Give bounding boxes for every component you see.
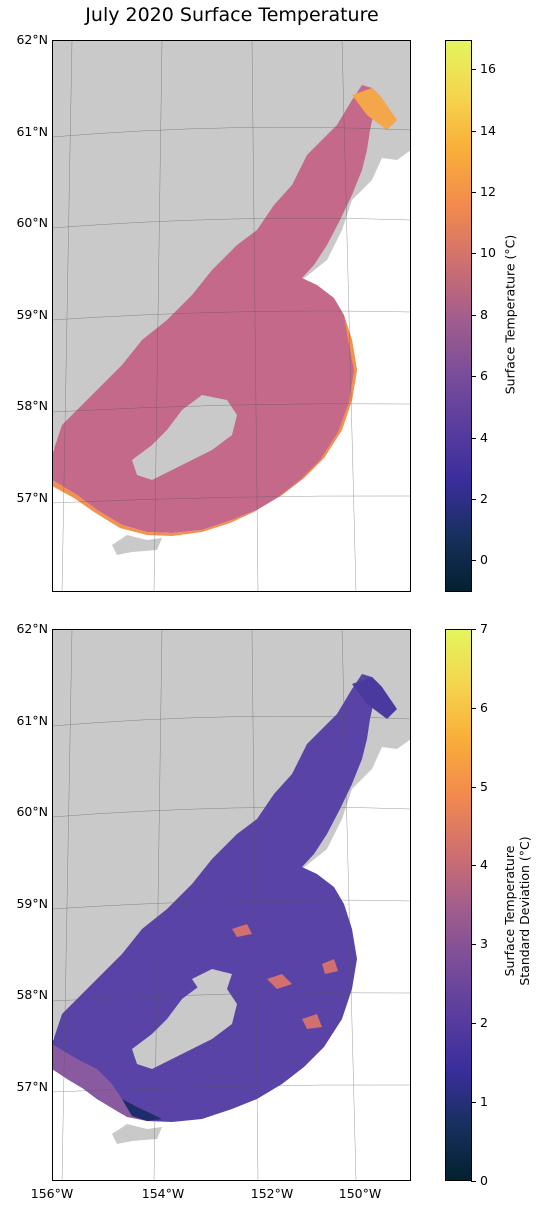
lon-label: 154°W [141, 1186, 185, 1201]
lon-label: 156°W [30, 1186, 74, 1201]
chirikof-islands [112, 535, 162, 555]
colorbar-tick: 6 [471, 700, 488, 715]
colorbar-tick: 1 [471, 1094, 488, 1109]
colorbar-tick: 2 [471, 491, 488, 506]
std-warm-spots [232, 924, 338, 1029]
lat-label: 60°N [16, 804, 48, 819]
lat-label: 59°N [16, 896, 48, 911]
inlet-head [352, 88, 397, 130]
std-colorbar [445, 629, 472, 1181]
colorbar-tick: 3 [471, 936, 488, 951]
lat-label: 57°N [16, 1079, 48, 1094]
std-dark-patch [122, 1099, 162, 1121]
island-afognak [192, 969, 232, 994]
mean-temperature-map [52, 40, 411, 592]
lat-label: 61°N [16, 124, 48, 139]
model-domain [52, 85, 382, 533]
colorbar-tick: 16 [471, 61, 496, 76]
colorbar-tick: 5 [471, 779, 488, 794]
std-edge [52, 1044, 147, 1121]
colorbar-tick: 8 [471, 307, 488, 322]
lon-label: 152°W [250, 1186, 294, 1201]
colorbar-label: Surface Temperature (°C) [502, 234, 518, 395]
lon-label: 150°W [338, 1186, 382, 1201]
colorbar-tick: 12 [471, 184, 496, 199]
lat-label: 61°N [16, 713, 48, 728]
lat-label: 59°N [16, 307, 48, 322]
graticule [52, 40, 411, 592]
colorbar-tick: 0 [471, 1173, 488, 1188]
colorbar-tick: 4 [471, 430, 488, 445]
model-domain [52, 674, 382, 1122]
std-temperature-map [52, 629, 411, 1181]
graticule [52, 629, 411, 1181]
kodiak-in-domain [132, 395, 237, 480]
colorbar-label: Surface Temperature Standard Deviation (°… [502, 836, 532, 986]
std-map-svg [52, 629, 411, 1181]
mean-map-svg [52, 40, 411, 592]
lat-label: 58°N [16, 987, 48, 1002]
inlet-head [352, 677, 397, 719]
colorbar-tick: 4 [471, 857, 488, 872]
colorbar-tick: 7 [471, 621, 488, 636]
chirikof-islands [112, 1124, 162, 1144]
lat-label: 62°N [16, 32, 48, 47]
colorbar-tick: 2 [471, 1015, 488, 1030]
temperature-colorbar [445, 40, 472, 592]
lat-label: 57°N [16, 490, 48, 505]
colorbar-tick: 14 [471, 123, 496, 138]
figure-title: July 2020 Surface Temperature [85, 4, 379, 26]
lat-label: 62°N [16, 621, 48, 636]
colorbar-tick: 10 [471, 245, 496, 260]
lat-label: 60°N [16, 215, 48, 230]
lat-label: 58°N [16, 398, 48, 413]
colorbar-tick: 6 [471, 368, 488, 383]
colorbar-tick: 0 [471, 552, 488, 567]
kodiak-in-domain [132, 984, 237, 1069]
